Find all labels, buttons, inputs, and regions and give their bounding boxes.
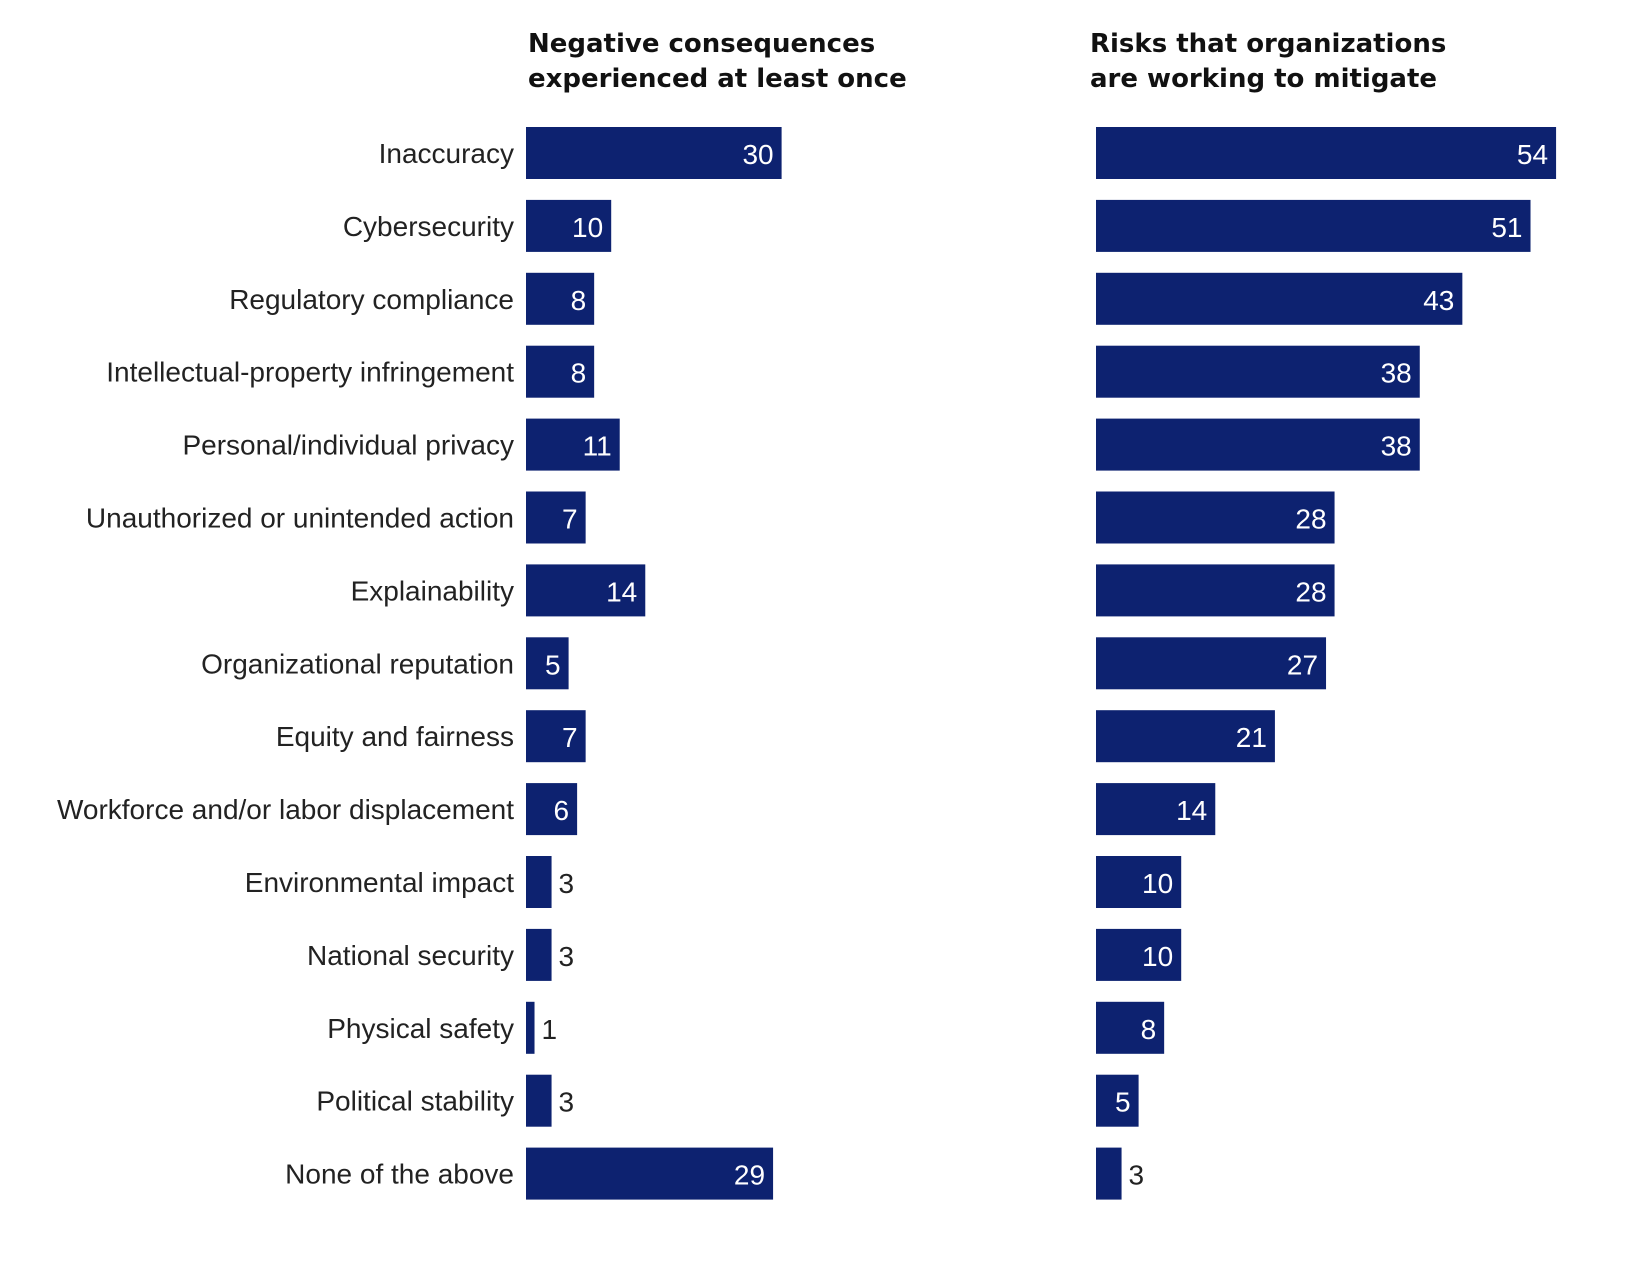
bar bbox=[526, 1147, 774, 1200]
bar bbox=[526, 1074, 552, 1127]
category-label: Workforce and/or labor displacement bbox=[57, 794, 514, 825]
bar bbox=[526, 637, 569, 690]
data-label: 3 bbox=[559, 941, 575, 972]
category-label: Cybersecurity bbox=[343, 211, 514, 242]
data-label: 28 bbox=[1295, 576, 1326, 607]
category-label: Explainability bbox=[351, 575, 514, 606]
category-label: Equity and fairness bbox=[276, 721, 514, 752]
data-label: 3 bbox=[559, 868, 575, 899]
data-label: 30 bbox=[742, 139, 773, 170]
data-label: 38 bbox=[1381, 431, 1412, 462]
bar bbox=[1096, 272, 1463, 325]
data-label: 10 bbox=[1142, 868, 1173, 899]
data-label: 8 bbox=[571, 285, 587, 316]
data-label: 3 bbox=[1129, 1160, 1145, 1191]
bar bbox=[526, 199, 612, 252]
data-label: 51 bbox=[1491, 212, 1522, 243]
data-label: 54 bbox=[1517, 139, 1548, 170]
bar bbox=[1096, 491, 1335, 544]
panel-title: are working to mitigate bbox=[1090, 64, 1437, 94]
bar bbox=[526, 710, 586, 763]
bar bbox=[1096, 564, 1335, 617]
category-label: Organizational reputation bbox=[201, 648, 514, 679]
data-label: 43 bbox=[1423, 285, 1454, 316]
bar bbox=[526, 1001, 535, 1054]
bar bbox=[1096, 1001, 1165, 1054]
category-label: Personal/individual privacy bbox=[182, 430, 514, 461]
bar bbox=[1096, 345, 1420, 398]
data-label: 14 bbox=[606, 576, 637, 607]
category-label: Regulatory compliance bbox=[229, 284, 514, 315]
category-label: Intellectual-property infringement bbox=[106, 357, 514, 388]
data-label: 5 bbox=[1115, 1087, 1131, 1118]
bar bbox=[1096, 710, 1275, 763]
data-label: 8 bbox=[1141, 1014, 1157, 1045]
bar bbox=[1096, 637, 1327, 690]
data-label: 3 bbox=[559, 1087, 575, 1118]
data-label: 11 bbox=[583, 431, 612, 462]
data-label: 27 bbox=[1287, 649, 1318, 680]
bar bbox=[1096, 783, 1216, 836]
category-label: Political stability bbox=[316, 1086, 514, 1117]
data-label: 28 bbox=[1295, 504, 1326, 535]
category-label: Physical safety bbox=[327, 1013, 514, 1044]
data-label: 10 bbox=[572, 212, 603, 243]
category-label: None of the above bbox=[285, 1159, 514, 1190]
bar bbox=[526, 856, 552, 908]
category-label: Inaccuracy bbox=[379, 138, 514, 169]
data-label: 8 bbox=[571, 358, 587, 389]
category-label: Environmental impact bbox=[245, 867, 514, 898]
data-label: 10 bbox=[1142, 941, 1173, 972]
data-label: 6 bbox=[554, 795, 570, 826]
data-label: 1 bbox=[542, 1014, 558, 1045]
bar bbox=[1096, 199, 1531, 252]
bar bbox=[1096, 856, 1182, 908]
data-label: 29 bbox=[734, 1160, 765, 1191]
data-label: 21 bbox=[1236, 722, 1267, 753]
panel-title: Negative consequences bbox=[528, 29, 875, 59]
data-label: 14 bbox=[1176, 795, 1207, 826]
bar bbox=[526, 783, 578, 836]
data-label: 7 bbox=[562, 722, 578, 753]
bar bbox=[1096, 418, 1420, 471]
category-label: National security bbox=[307, 940, 514, 971]
bar bbox=[1096, 1074, 1139, 1127]
bar bbox=[1096, 127, 1557, 179]
data-label: 38 bbox=[1381, 358, 1412, 389]
bar bbox=[1096, 928, 1182, 981]
bar bbox=[526, 345, 595, 398]
bar bbox=[526, 127, 782, 179]
bar bbox=[526, 272, 595, 325]
bar bbox=[526, 564, 646, 617]
category-label: Unauthorized or unintended action bbox=[86, 503, 514, 534]
data-label: 7 bbox=[562, 504, 578, 535]
bar bbox=[1096, 1147, 1122, 1200]
bar bbox=[526, 928, 552, 981]
bar bbox=[526, 491, 586, 544]
bar bbox=[526, 418, 620, 471]
panel-title: experienced at least once bbox=[528, 64, 907, 94]
panel-title: Risks that organizations bbox=[1090, 29, 1446, 59]
data-label: 5 bbox=[545, 649, 561, 680]
